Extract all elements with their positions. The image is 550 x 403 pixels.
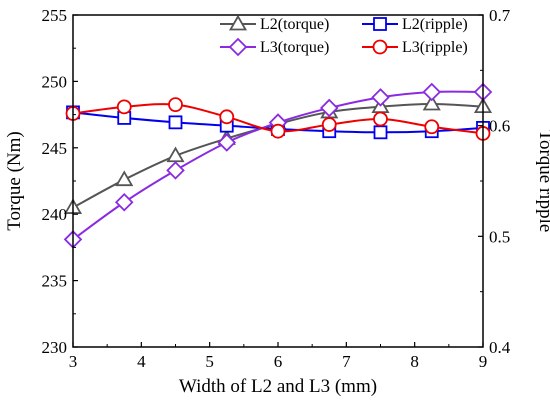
legend-item-l2-torque: L2(torque) [220, 14, 329, 33]
y-right-tick-label: 0.6 [489, 117, 510, 136]
series-l3-ripple [65, 97, 491, 141]
data-point-l3-ripple [321, 117, 337, 132]
legend-label: L3(torque) [260, 39, 329, 56]
legend-label: L2(torque) [260, 16, 329, 33]
data-point-l3-ripple [116, 99, 132, 115]
legend-marker-l2-torque [228, 14, 248, 31]
data-point-l2-ripple [168, 115, 183, 130]
y-left-tick-label: 245 [42, 139, 68, 158]
y-left-tick-label: 250 [42, 72, 68, 91]
data-point-l3-ripple [219, 109, 235, 125]
plot-frame [72, 14, 484, 348]
x-tick-label: 3 [69, 352, 78, 371]
data-point-l2-torque [115, 170, 134, 187]
x-tick-label: 4 [137, 352, 146, 371]
y-left-tick-label: 230 [42, 338, 68, 357]
x-tick-label: 7 [342, 352, 351, 371]
data-point-l3-ripple [373, 111, 388, 127]
data-point-l3-torque [166, 161, 185, 180]
legend-marker-l3-torque [228, 37, 248, 57]
y-axis-right-title: Torque ripple [535, 130, 550, 233]
plot-layer [63, 82, 493, 249]
legend-item-l3-ripple: L3(ripple) [362, 39, 468, 56]
data-point-l3-ripple [424, 119, 440, 135]
data-point-l3-torque [217, 133, 237, 152]
y-right-tick-label: 0.7 [489, 6, 511, 25]
y-left-tick-label: 255 [42, 6, 68, 25]
data-point-l3-torque [371, 88, 390, 107]
data-point-l3-ripple [168, 97, 183, 113]
legend: L2(torque) L2(ripple) L3(torque) L3(ripple) [220, 14, 468, 57]
y-left-tick-label: 235 [42, 272, 68, 291]
legend-marker-l2-ripple [373, 17, 387, 31]
x-axis-title: Width of L2 and L3 (mm) [179, 376, 377, 397]
legend-marker-l3-ripple [372, 39, 388, 55]
y-left-tick-label: 240 [42, 205, 68, 224]
legend-item-l3-torque: L3(torque) [220, 37, 329, 57]
x-tick-label: 6 [274, 352, 283, 371]
legend-label: L3(ripple) [402, 39, 468, 56]
legend-label: L2(ripple) [402, 16, 468, 33]
data-point-l3-torque [114, 192, 134, 212]
y-axis-left-title: Torque (Nm) [4, 131, 25, 230]
data-point-l3-torque [319, 98, 339, 118]
data-point-l3-torque [422, 82, 442, 102]
y-right-tick-label: 0.5 [489, 227, 510, 246]
x-tick-label: 5 [205, 352, 214, 371]
x-tick-label: 8 [410, 352, 419, 371]
data-point-l3-ripple [270, 123, 286, 139]
data-point-l2-ripple [373, 125, 388, 140]
x-tick-label: 9 [479, 352, 488, 371]
axes-layer: 3 4 5 6 7 8 9 230 235 240 245 250 255 0.4 0.5 0.6 0.7 [42, 6, 511, 371]
y-right-tick-label: 0.4 [489, 338, 511, 357]
data-point-l2-torque [422, 94, 441, 111]
legend-item-l2-ripple: L2(ripple) [362, 16, 468, 33]
